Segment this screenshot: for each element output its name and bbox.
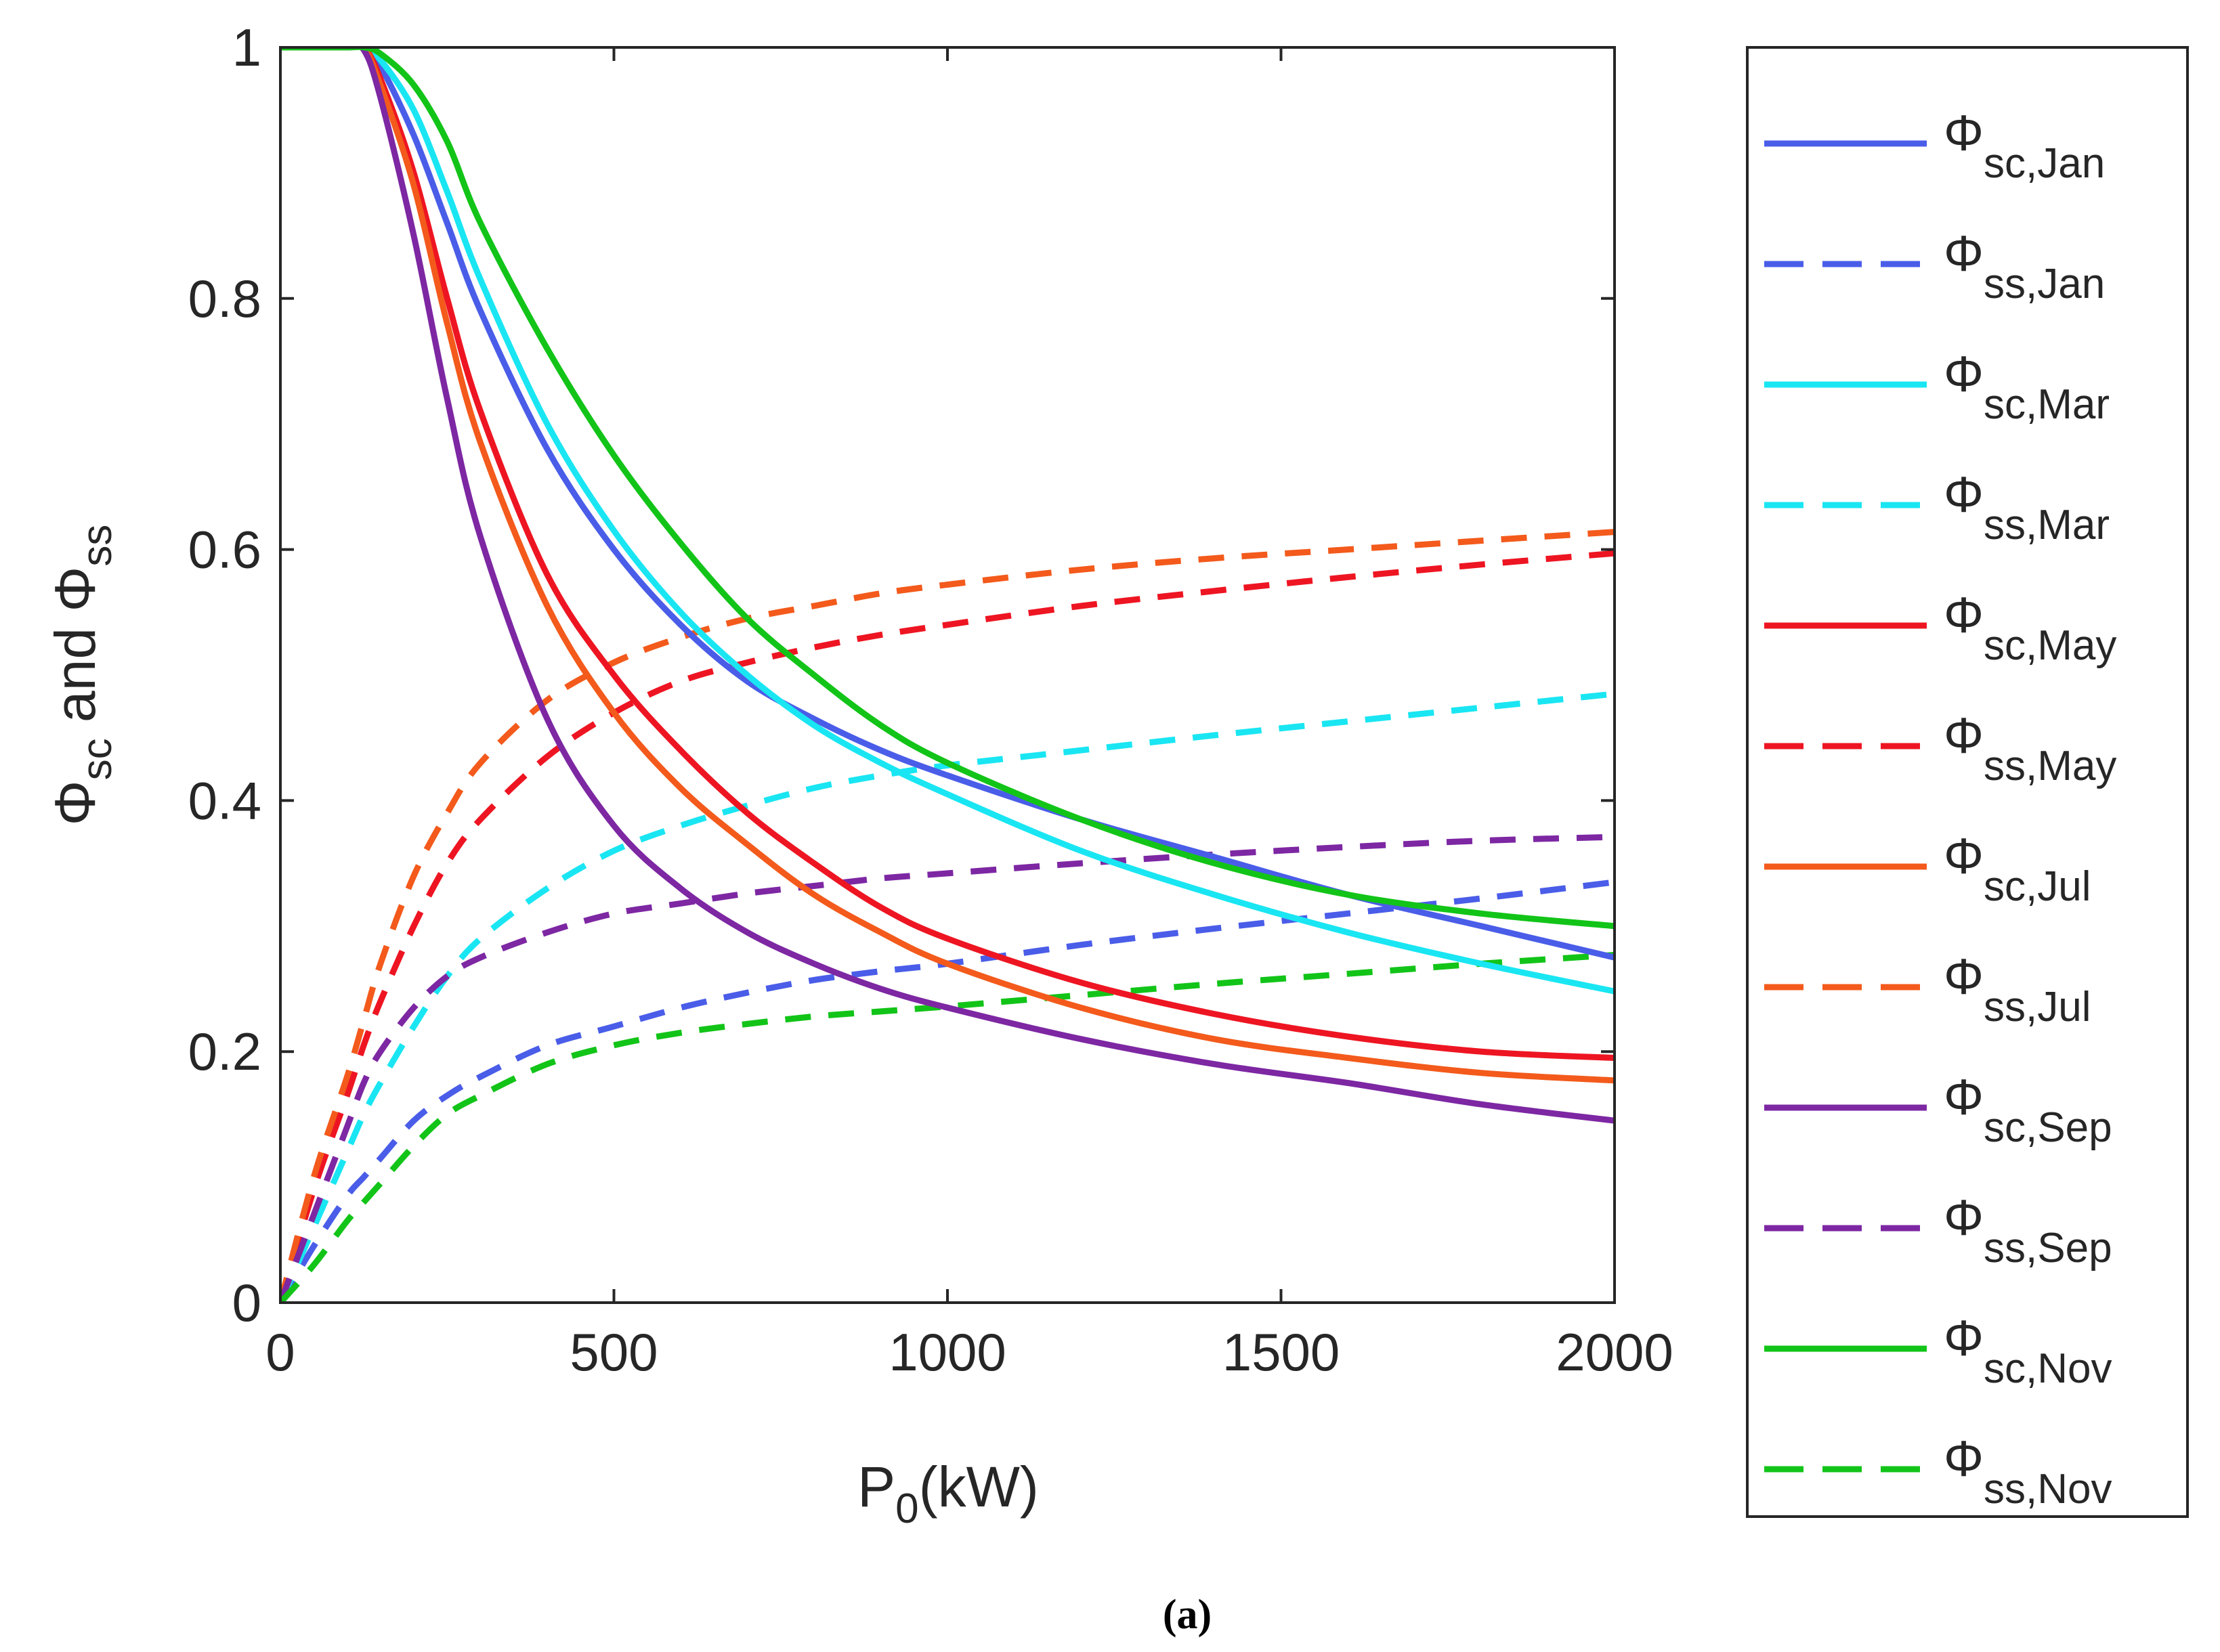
legend-subscript: ss,Jul xyxy=(1984,984,2091,1030)
x-tick-label: 1000 xyxy=(889,1322,1006,1382)
series-line-sc-jul xyxy=(280,47,1615,1084)
y-tick-label: 0.6 xyxy=(188,520,261,580)
legend-box xyxy=(1746,46,2189,1518)
y-tick-label: 0.4 xyxy=(188,770,261,830)
legend-symbol: Φ xyxy=(1944,828,1984,884)
series-line-ss-may xyxy=(280,550,1615,1303)
legend-entry-sc-jan: Φsc,Jan xyxy=(1944,105,2105,187)
y-axis-label-phi: Φ xyxy=(43,780,107,825)
x-axis-label-sub: 0 xyxy=(895,1485,918,1532)
series-line-sc-mar xyxy=(280,47,1615,995)
legend-symbol: Φ xyxy=(1944,105,1984,161)
series-line-sc-sep xyxy=(280,47,1615,1124)
legend-entry-sc-may: Φsc,May xyxy=(1944,587,2116,669)
y-axis-label-sub1: sc xyxy=(74,738,121,780)
legend-entry-ss-jan: Φss,Jan xyxy=(1944,225,2105,307)
plot-area xyxy=(280,47,1615,1303)
legend-symbol: Φ xyxy=(1944,466,1984,523)
legend-entry-ss-mar: Φss,Mar xyxy=(1944,466,2110,548)
legend-entry-ss-sep: Φss,Sep xyxy=(1944,1190,2112,1271)
legend-symbol: Φ xyxy=(1944,1431,1984,1487)
y-tick-label: 0.2 xyxy=(188,1022,261,1081)
series-line-ss-jul xyxy=(280,529,1615,1303)
legend-symbol: Φ xyxy=(1944,1190,1984,1246)
series-line-ss-mar xyxy=(280,691,1615,1303)
y-tick-label: 1 xyxy=(232,18,261,77)
legend-entry-sc-nov: Φsc,Nov xyxy=(1944,1310,2112,1392)
y-axis-label-mid: and xyxy=(43,612,107,739)
legend-entry-sc-mar: Φsc,Mar xyxy=(1944,346,2110,428)
x-tick-label: 500 xyxy=(570,1322,658,1382)
y-tick-label: 0 xyxy=(232,1273,261,1332)
series-line-ss-sep xyxy=(280,833,1615,1303)
legend-subscript: sc,Nov xyxy=(1984,1345,2112,1392)
series-line-ss-jan xyxy=(280,879,1615,1303)
legend-subscript: ss,Mar xyxy=(1984,502,2110,548)
x-axis-label-rest: (kW) xyxy=(919,1455,1039,1519)
legend-symbol: Φ xyxy=(1944,225,1984,282)
legend-subscript: sc,May xyxy=(1984,622,2116,669)
legend-symbol: Φ xyxy=(1944,1069,1984,1125)
legend-entry-ss-jul: Φss,Jul xyxy=(1944,949,2091,1030)
legend-subscript: ss,Sep xyxy=(1984,1225,2112,1271)
x-tick-label: 2000 xyxy=(1556,1322,1673,1382)
legend-symbol: Φ xyxy=(1944,1310,1984,1366)
x-axis-label: P0(kW) xyxy=(857,1455,1039,1532)
legend-subscript: sc,Jul xyxy=(1984,863,2091,910)
y-axis-label-sub2: ss xyxy=(74,525,121,567)
figure-caption: (a) xyxy=(1163,1592,1212,1638)
legend-symbol: Φ xyxy=(1944,587,1984,643)
legend-symbol: Φ xyxy=(1944,346,1984,402)
y-axis-label-phi2: Φ xyxy=(43,567,107,612)
x-tick-label: 0 xyxy=(265,1322,295,1382)
legend-entry-sc-jul: Φsc,Jul xyxy=(1944,828,2091,910)
legend-subscript: ss,May xyxy=(1984,743,2116,789)
series-line-ss-nov xyxy=(280,951,1615,1303)
series-line-sc-nov xyxy=(280,47,1615,930)
legend-symbol: Φ xyxy=(1944,708,1984,764)
legend-subscript: sc,Mar xyxy=(1984,381,2110,428)
series-line-sc-jan xyxy=(280,47,1615,961)
legend-subscript: sc,Jan xyxy=(1984,140,2105,187)
legend-subscript: sc,Sep xyxy=(1984,1104,2112,1151)
legend-subscript: ss,Nov xyxy=(1984,1466,2112,1513)
y-axis-label: Φsc and Φss xyxy=(43,525,121,826)
legend-entry-sc-sep: Φsc,Sep xyxy=(1944,1069,2112,1151)
x-tick-label: 1500 xyxy=(1222,1322,1340,1382)
legend-entry-ss-may: Φss,May xyxy=(1944,708,2116,789)
legend-symbol: Φ xyxy=(1944,949,1984,1005)
y-tick-label: 0.8 xyxy=(188,269,261,328)
legend-entry-ss-nov: Φss,Nov xyxy=(1944,1431,2112,1513)
legend-subscript: ss,Jan xyxy=(1984,261,2105,307)
x-axis-label-main: P xyxy=(857,1455,895,1519)
